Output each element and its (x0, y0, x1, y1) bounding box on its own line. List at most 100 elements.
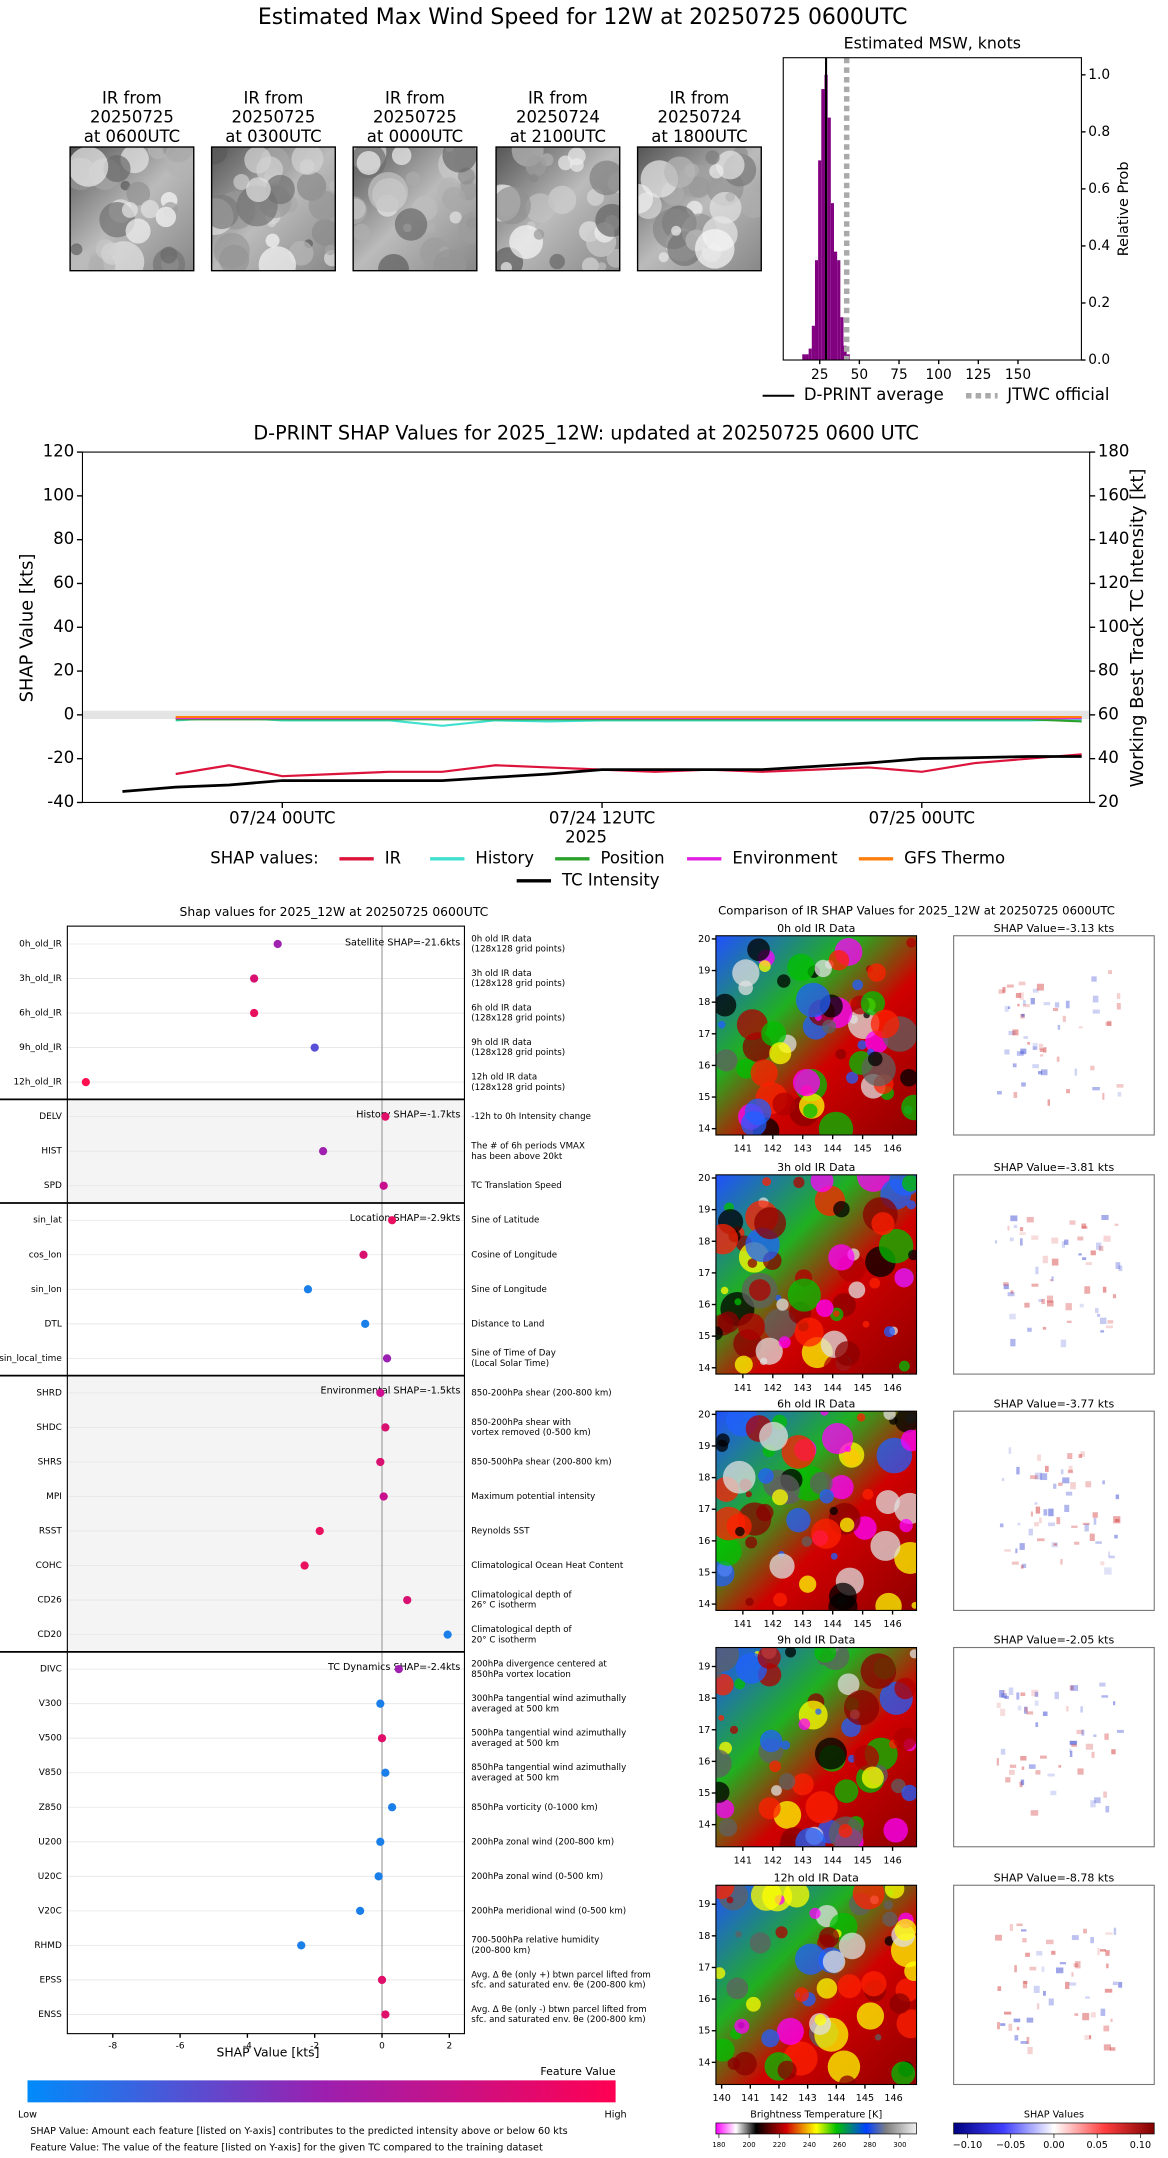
thumbnail-texture (265, 174, 295, 205)
shap-texture (1084, 2035, 1092, 2041)
shap-texture (1030, 1475, 1038, 1480)
shap-texture (1110, 2018, 1113, 2022)
ir-texture (761, 1021, 787, 1047)
shap-texture (1101, 1214, 1109, 1221)
feature-description: Reynolds SST (471, 1527, 530, 1537)
thumbnail-texture (533, 229, 545, 240)
shap-texture (1065, 1000, 1070, 1009)
ir-texture (729, 1725, 739, 1734)
shap-texture (1082, 1257, 1087, 1261)
ir-texture (883, 1818, 908, 1843)
feature-description: 850hPa vortex location (471, 1670, 570, 1680)
x-tick-label: -2 (310, 2042, 319, 2052)
ir-panel-title: 12h old IR Data (774, 1871, 859, 1884)
ir-frame (715, 1410, 918, 1611)
y-tick-label: 80 (53, 529, 74, 548)
histogram-bar (843, 345, 847, 361)
feature-description: Maximum potential intensity (471, 1492, 595, 1502)
ir-texture (745, 1597, 754, 1607)
ir-texture (791, 1773, 814, 1796)
thumbnail-texture (525, 193, 555, 223)
x-tick-label: 0 (379, 2042, 385, 2052)
thumbnail-texture (265, 233, 280, 248)
ir-texture (852, 1885, 885, 1910)
y-tick-label: 0.6 (1088, 181, 1110, 197)
feature-name: V850 (39, 1768, 62, 1778)
lat-tick-label: 15 (698, 1331, 710, 1342)
ir-texture (822, 1019, 837, 1034)
feature-name: RSST (39, 1527, 63, 1537)
feature-dot (297, 1941, 306, 1950)
ir-texture (715, 1967, 726, 1979)
feature-description: Climatological depth of (471, 1625, 572, 1635)
chart-title: Estimated MSW, knots (844, 33, 1021, 52)
colorbar-high: High (605, 2110, 627, 2121)
colorbar-low: Low (18, 2110, 37, 2121)
y2-tick-label: 140 (1098, 529, 1129, 548)
histogram-bar (827, 117, 831, 361)
ir-texture (787, 1278, 821, 1312)
shap-texture (1107, 1551, 1111, 1557)
ir-texture (861, 1971, 887, 1997)
feature-description: (128x128 grid points) (471, 945, 565, 955)
ir-panel-title: 6h old IR Data (777, 1397, 855, 1410)
shap-texture (1094, 1308, 1099, 1313)
shap-texture (1066, 1089, 1070, 1094)
thumbnail-texture (211, 194, 240, 230)
shap-texture (1093, 1734, 1097, 1737)
chart-title: Shap values for 2025_12W at 20250725 060… (180, 905, 489, 919)
feature-description: has been above 20kt (471, 1152, 563, 1162)
y2-tick-label: 100 (1098, 617, 1129, 636)
shap-texture (1064, 1504, 1070, 1513)
ir-texture (805, 1791, 838, 1824)
shap-texture (994, 1240, 998, 1244)
shap-texture (1016, 1923, 1023, 1927)
feature-name: V500 (39, 1734, 62, 1744)
shap-texture (1069, 1740, 1077, 1746)
shap-texture (1078, 1253, 1082, 1256)
histogram-bar (814, 260, 819, 361)
x-tick-label: 07/24 12UTC (549, 808, 655, 827)
ir-texture (756, 1503, 774, 1522)
feature-description: Sine of Latitude (471, 1216, 539, 1226)
ir-texture (894, 1268, 914, 1288)
lat-tick-label: 18 (698, 1236, 710, 1247)
shap-texture (996, 1702, 1001, 1708)
shap-texture (1025, 1952, 1030, 1957)
shap-texture (1082, 1522, 1090, 1525)
shap-texture (1036, 2003, 1040, 2010)
plot-frame (782, 57, 1082, 361)
ir-texture (868, 1051, 883, 1067)
feature-description: The # of 6h periods VMAX (470, 1142, 585, 1152)
ir-texture (857, 1040, 867, 1050)
shap-image (953, 1411, 1155, 1611)
ir-texture (715, 1885, 735, 1900)
group-label: Location SHAP=-2.9kts (350, 1213, 461, 1224)
thumbnail-texture (103, 155, 131, 183)
shap-texture (1083, 1928, 1087, 1934)
ir-texture (867, 963, 886, 982)
feature-description: 300hPa tangential wind azimuthally (471, 1694, 626, 1704)
shap-texture (1080, 1706, 1083, 1713)
shap-texture (1004, 1049, 1010, 1055)
shap-texture (1032, 1064, 1039, 1069)
lat-tick-label: 20 (698, 934, 710, 945)
ir-texture (715, 1223, 739, 1255)
feature-name: SHDC (36, 1423, 61, 1433)
feature-description: -12h to 0h Intensity change (471, 1112, 591, 1122)
ir-texture (816, 1978, 838, 1999)
ir-panel-title: 3h old IR Data (777, 1161, 855, 1174)
feature-dot (249, 974, 259, 983)
ir-texture (829, 1506, 838, 1516)
ir-texture (878, 1228, 914, 1264)
shap-texture (1011, 1561, 1019, 1565)
shap-texture (1060, 1339, 1067, 1348)
thumbnail-caption: IR from (244, 88, 304, 107)
feature-description: 200hPa divergence centered at (471, 1659, 607, 1669)
shap-texture (1029, 1966, 1037, 1971)
y2-axis-label: Working Best Track TC Intensity [kt] (1127, 469, 1148, 788)
shap-texture (1015, 992, 1022, 998)
feature-name: cos_lon (29, 1250, 62, 1260)
colorbar-tick-label: 260 (833, 2141, 846, 2149)
lon-tick-label: 141 (734, 1619, 752, 1630)
